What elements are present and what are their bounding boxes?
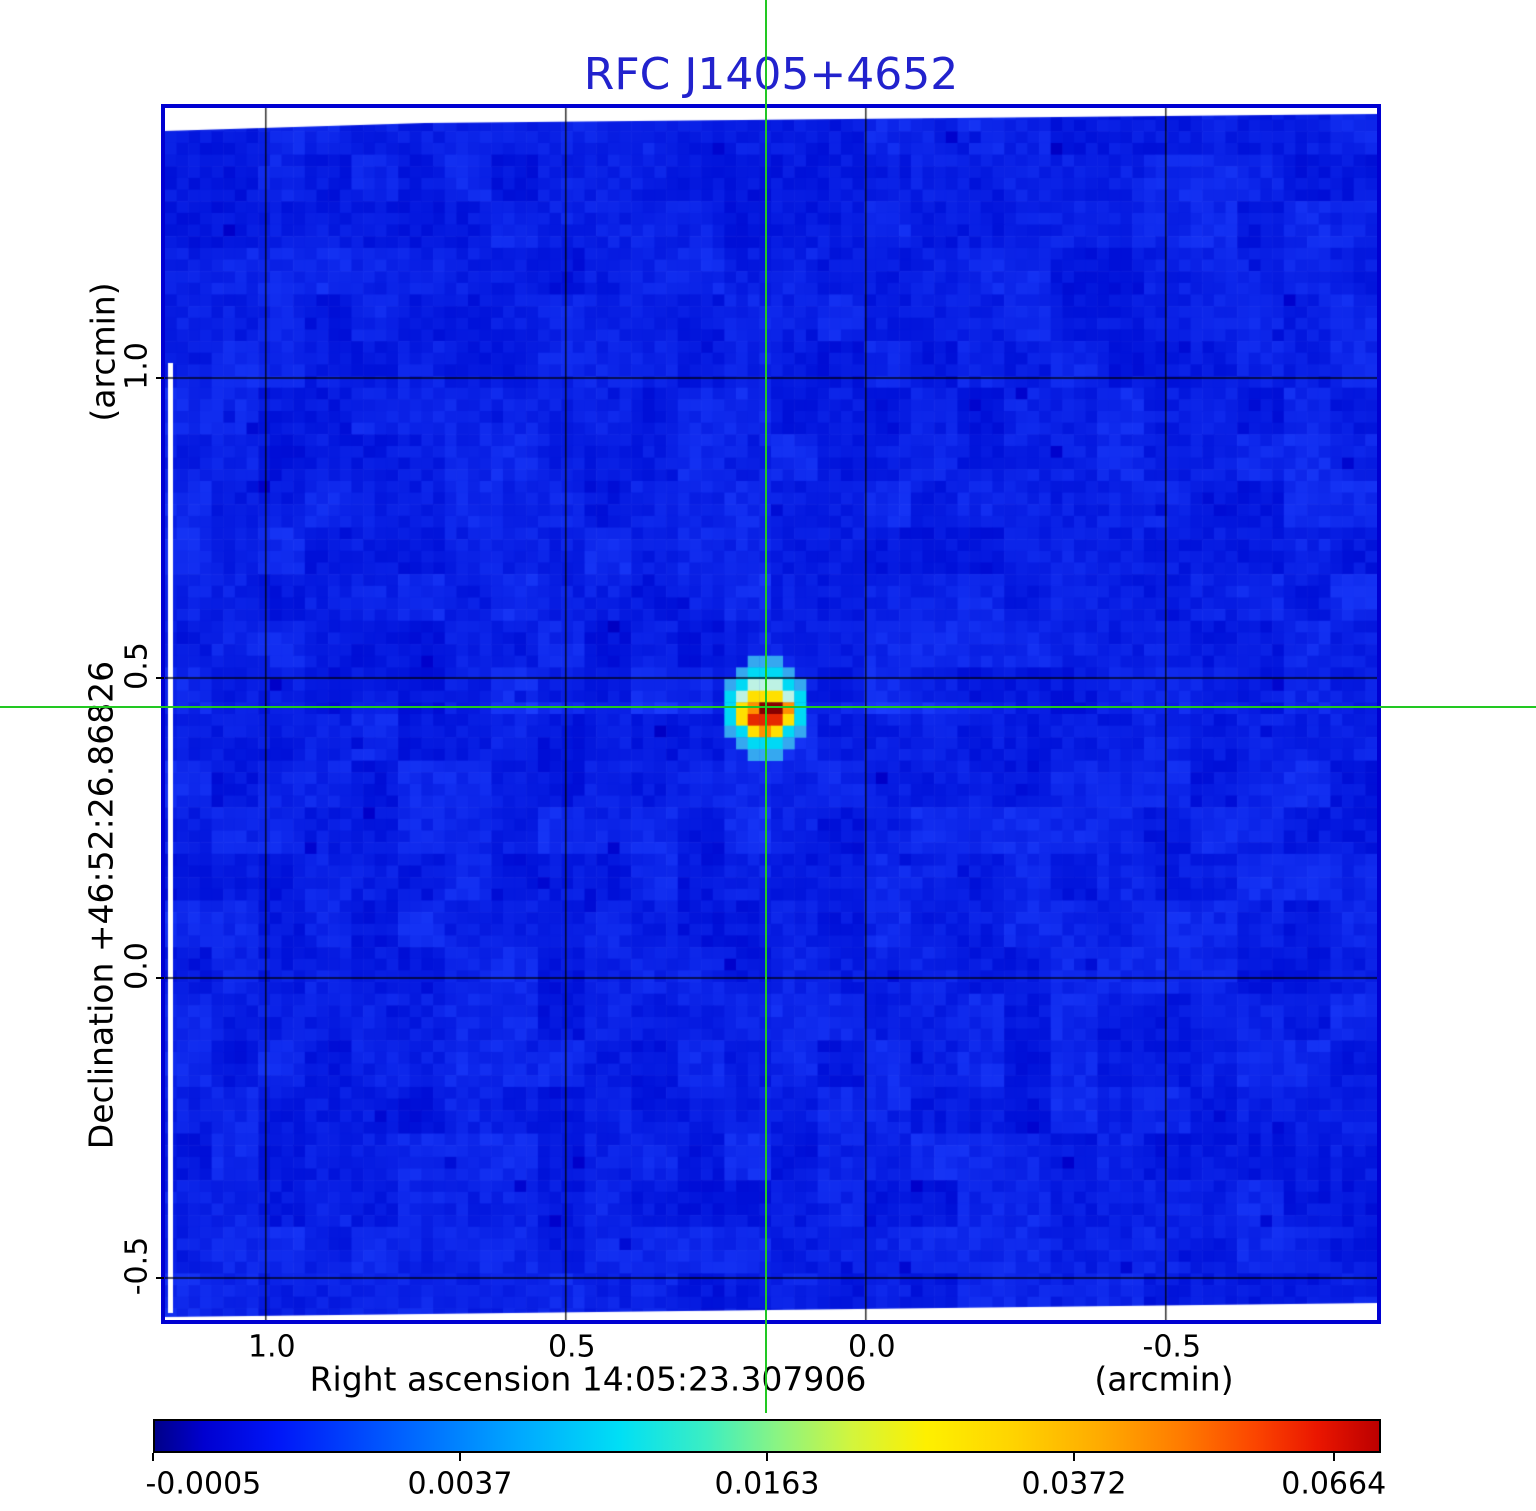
y-tick-label: 1.0 [119,342,155,390]
y-tick-mark [156,377,164,379]
colorbar-tick-label: 0.0037 [407,1466,513,1502]
colorbar-tick-label: 0.0163 [714,1466,820,1502]
colorbar-tick-mark [1073,1453,1075,1461]
y-tick-label: 0.0 [119,942,155,990]
plot-frame [161,104,1381,1324]
colorbar-tick-label: -0.0005 [145,1466,262,1502]
x-axis-unit-label: (arcmin) [1094,1359,1234,1399]
colorbar-gradient [153,1419,1381,1453]
x-tick-label: 1.0 [247,1329,296,1365]
y-tick-mark [156,977,164,979]
y-tick-mark [156,1277,164,1279]
x-tick-label: 0.0 [847,1329,896,1365]
crosshair-horizontal-line [0,705,1536,708]
colorbar-tick-mark [459,1453,461,1461]
figure-title: RFC J1405+4652 [583,49,959,100]
x-axis-label: Right ascension 14:05:23.307906 [309,1359,867,1399]
y-tick-label: 0.5 [119,642,155,690]
y-tick-label: -0.5 [119,1236,155,1296]
sky-image-canvas [165,108,1377,1320]
colorbar-tick-mark [1332,1453,1335,1461]
x-tick-label: 0.5 [547,1329,596,1365]
colorbar-tick-mark [152,1453,154,1461]
colorbar-tick-mark [766,1453,768,1461]
colorbar-tick-label: 0.0372 [1021,1466,1127,1502]
y-axis-unit-label: (arcmin) [83,282,123,422]
x-tick-label: -0.5 [1142,1329,1202,1365]
y-axis-label: Declination +46:52:26.86826 [81,660,121,1150]
y-tick-mark [156,677,164,679]
colorbar-tick-label: 0.0664 [1281,1466,1387,1502]
